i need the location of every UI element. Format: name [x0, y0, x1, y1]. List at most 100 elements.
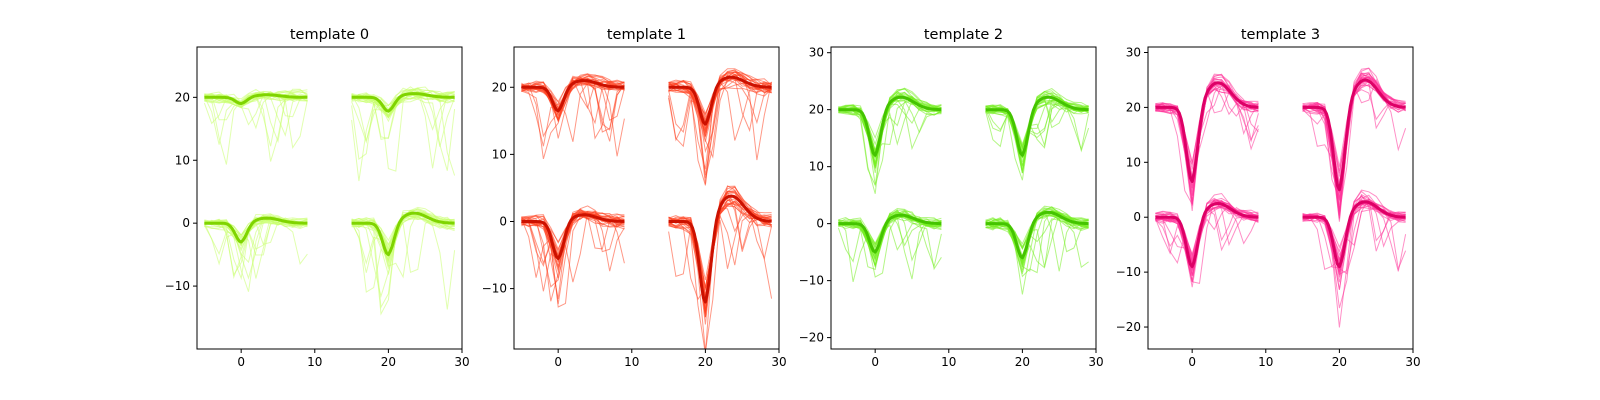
trace-line: [204, 94, 308, 118]
y-tick-label: 30: [809, 46, 824, 60]
mean-waveform-line: [1302, 200, 1406, 269]
panel-template-0: 0 10 20 30 −10 0 10 20 template 0: [165, 27, 470, 369]
y-tick-label: −20: [799, 331, 824, 345]
series-top-left: [521, 73, 625, 160]
y-tick-label: 20: [175, 90, 190, 104]
y-tick-label: −10: [1116, 265, 1141, 279]
series-top-left: [203, 88, 308, 165]
y-tick-label: 10: [492, 147, 507, 161]
plot-area: [1154, 67, 1407, 328]
panel-title: template 1: [607, 27, 686, 43]
mean-waveform-line: [668, 194, 772, 304]
x-tick-label: 20: [1332, 355, 1347, 369]
x-tick-label: 20: [698, 355, 713, 369]
series-top-right: [1302, 67, 1407, 222]
trace-line: [838, 217, 942, 248]
y-tick-label: 10: [175, 153, 190, 167]
y-tick-label: 30: [1126, 45, 1141, 59]
mean-waveform-line: [668, 75, 772, 126]
mean-waveform-line: [521, 79, 625, 113]
y-tick-label: 10: [809, 160, 824, 174]
series-bottom-left: [203, 213, 308, 292]
panel-template-1: 0 10 20 30 −10 0 10 20 template 1: [482, 27, 787, 369]
x-tick-label: 0: [871, 355, 879, 369]
panels-group: 0 10 20 30 −10 0 10 20 template 0 0 10 20 30 −10 0 10 20…: [165, 27, 1421, 369]
x-tick-label: 0: [554, 355, 562, 369]
y-tick-label: 0: [499, 214, 507, 228]
mean-waveform-line: [204, 216, 308, 244]
mean-waveform-line: [1302, 78, 1406, 192]
mean-waveform-line: [351, 92, 455, 113]
mean-waveform-line: [1155, 202, 1259, 269]
y-tick-label: 10: [1126, 155, 1141, 169]
series-top-right: [668, 68, 773, 186]
mean-waveform-line: [985, 95, 1089, 157]
trace-line: [351, 88, 455, 118]
axes-frame: [513, 46, 780, 350]
plot-area: [837, 87, 1090, 295]
trace-line: [351, 88, 455, 140]
x-tick-label: 30: [1405, 355, 1420, 369]
mean-waveform-line: [204, 93, 308, 106]
y-tick-label: 20: [1126, 100, 1141, 114]
mean-waveform-line: [838, 213, 942, 254]
y-tick-label: −10: [482, 282, 507, 296]
x-tick-label: 10: [624, 355, 639, 369]
trace-line: [351, 210, 455, 279]
mean-waveform-line: [521, 213, 625, 260]
series-bottom-right: [985, 205, 1089, 295]
mean-waveform-line: [985, 210, 1089, 260]
series-top-right: [985, 88, 1090, 181]
x-tick-label: 0: [1188, 355, 1196, 369]
trace-line: [985, 103, 1089, 155]
x-tick-label: 30: [1088, 355, 1103, 369]
x-tick-label: 0: [237, 355, 245, 369]
x-tick-label: 20: [1015, 355, 1030, 369]
trace-line: [668, 74, 772, 159]
y-tick-label: −10: [165, 279, 190, 293]
series-bottom-right: [351, 206, 456, 316]
y-tick-label: −20: [1116, 320, 1141, 334]
y-tick-label: 0: [816, 217, 824, 231]
trace-line: [985, 213, 1089, 259]
y-tick-label: 20: [809, 103, 824, 117]
y-tick-label: 0: [1133, 210, 1141, 224]
x-tick-label: 30: [771, 355, 786, 369]
series-bottom-right: [668, 185, 773, 349]
axes-frame: [196, 46, 463, 350]
panel-title: template 2: [924, 27, 1003, 43]
mean-waveform-line: [1155, 81, 1259, 183]
panel-template-2: 0 10 20 30 −20 −10 0 10 20 30 template 2: [799, 27, 1104, 369]
y-tick-label: −10: [799, 274, 824, 288]
x-tick-label: 10: [1258, 355, 1273, 369]
series-bottom-right: [1302, 189, 1407, 328]
series-bottom-left: [520, 205, 625, 308]
series-top-left: [1155, 73, 1259, 211]
plot-area: [203, 86, 456, 316]
panel-title: template 3: [1241, 27, 1320, 43]
trace-line: [1155, 205, 1259, 264]
x-tick-label: 10: [307, 355, 322, 369]
series-bottom-left: [1154, 192, 1259, 288]
plot-area: [520, 68, 773, 349]
x-tick-label: 30: [454, 355, 469, 369]
trace-line: [520, 212, 625, 278]
series-top-right: [351, 86, 456, 182]
x-tick-label: 10: [941, 355, 956, 369]
axes-frame: [1147, 46, 1414, 350]
trace-line: [204, 90, 308, 102]
y-tick-label: 20: [492, 80, 507, 94]
x-tick-label: 20: [381, 355, 396, 369]
trace-line: [838, 88, 942, 173]
mean-waveform-line: [838, 95, 942, 157]
axes-frame: [830, 46, 1097, 350]
trace-line: [668, 191, 772, 325]
mean-waveform-line: [351, 211, 455, 257]
trace-line: [521, 77, 625, 147]
panel-template-3: 0 10 20 30 −20 −10 0 10 20 30 template 3: [1116, 27, 1421, 369]
series-top-left: [838, 87, 942, 194]
panel-title: template 0: [290, 27, 369, 43]
series-bottom-left: [837, 207, 942, 283]
